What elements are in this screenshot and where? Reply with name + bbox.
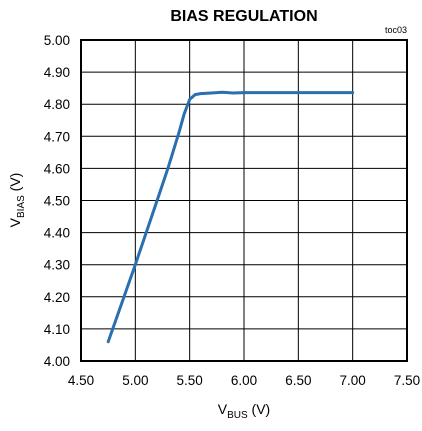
y-tick-label: 4.00: [44, 354, 70, 369]
chart-annotation: toc03: [385, 25, 407, 35]
grid-layer: [80, 39, 408, 362]
x-axis-title-unit: (V): [248, 401, 271, 417]
x-tick-label: 7.50: [394, 373, 420, 388]
y-axis-title: VBIAS (V): [7, 173, 27, 228]
y-tick-label: 4.10: [44, 322, 70, 337]
chart-title: BIAS REGULATION: [170, 8, 317, 25]
x-tick-label: 4.50: [68, 373, 94, 388]
series-layer: [106, 90, 355, 344]
x-axis-title: VBUS (V): [218, 401, 270, 421]
plot-frame: [80, 39, 408, 362]
x-tick-label: 6.50: [285, 373, 311, 388]
tick-label-layer: 4.50 5.00 5.50 6.00 6.50 7.00 7.50 4.00 4.10 4.20…: [44, 33, 420, 388]
y-tick-label: 4.30: [44, 258, 70, 273]
x-axis-title-subscript: BUS: [227, 410, 248, 421]
x-tick-label: 5.50: [177, 373, 203, 388]
y-tick-label: 4.50: [44, 194, 70, 209]
x-tick-label: 5.00: [122, 373, 148, 388]
y-axis-title-main: V: [7, 217, 23, 227]
y-tick-label: 4.80: [44, 97, 70, 112]
y-axis-title-unit: (V): [7, 173, 23, 196]
x-tick-label: 7.00: [340, 373, 366, 388]
y-tick-label: 5.00: [44, 33, 70, 48]
y-tick-label: 4.20: [44, 290, 70, 305]
y-tick-label: 4.70: [44, 129, 70, 144]
x-axis-title-main: V: [218, 401, 228, 417]
y-tick-label: 4.60: [44, 161, 70, 176]
x-tick-label: 6.00: [231, 373, 257, 388]
y-tick-label: 4.40: [44, 226, 70, 241]
series-line-0: [106, 90, 355, 344]
y-axis-title-subscript: BIAS: [16, 195, 27, 218]
y-tick-label: 4.90: [44, 65, 70, 80]
